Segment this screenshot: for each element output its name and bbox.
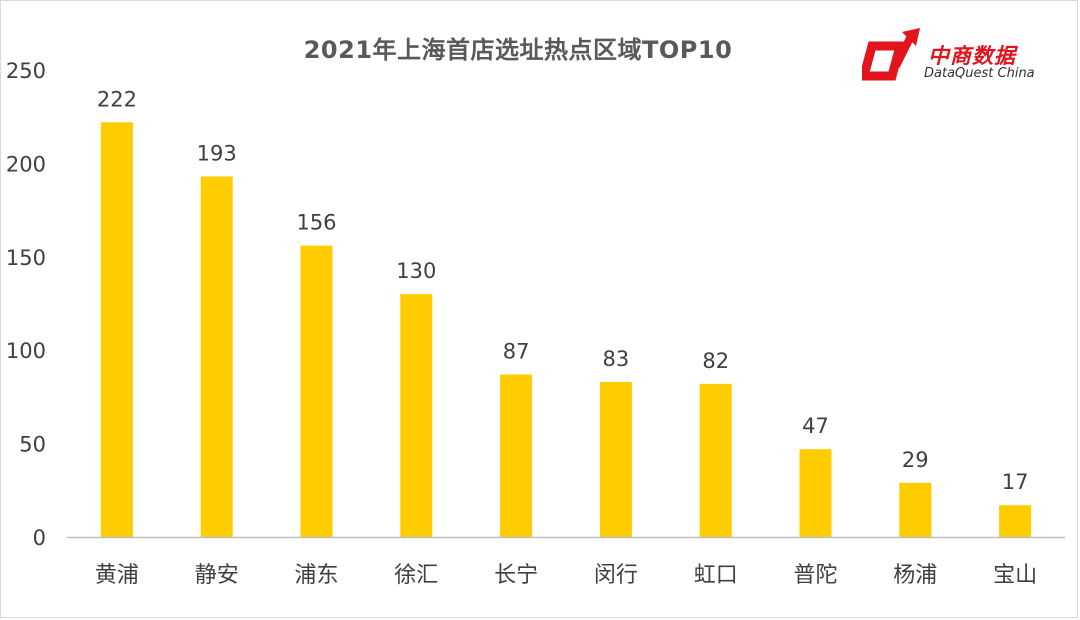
y-tick-label: 100 [6, 339, 46, 363]
x-tick-label: 闵行 [594, 563, 638, 588]
bars [100, 122, 1032, 538]
logo-chinese-name: 中商数据 [928, 44, 1016, 68]
data-label: 156 [296, 211, 336, 235]
bar [300, 245, 333, 538]
bar [400, 294, 433, 537]
y-axis-ticks: 0 50 100 150 200 250 [6, 59, 46, 550]
bar [999, 505, 1032, 537]
data-label: 130 [396, 259, 436, 283]
x-tick-label: 宝山 [993, 563, 1037, 588]
bar [699, 383, 732, 537]
bar [899, 482, 932, 537]
data-label: 29 [902, 448, 929, 472]
logo-english-name: DataQuest China [924, 66, 1035, 81]
data-label: 193 [197, 141, 237, 165]
data-label: 17 [1002, 470, 1029, 494]
bar [100, 122, 133, 537]
y-tick-label: 250 [6, 59, 46, 83]
y-tick-label: 0 [33, 526, 46, 550]
y-tick-label: 150 [6, 246, 46, 270]
value-labels: 222 193 156 130 87 83 82 47 29 17 [97, 87, 1029, 494]
x-tick-label: 虹口 [694, 563, 738, 588]
bar [500, 374, 533, 537]
x-tick-label: 普陀 [793, 563, 837, 588]
x-tick-label: 杨浦 [893, 563, 937, 588]
chart-title: 2021年上海首店选址热点区域TOP10 [303, 36, 733, 64]
data-label: 47 [802, 414, 829, 438]
data-label: 82 [702, 349, 729, 373]
y-tick-label: 200 [6, 152, 46, 176]
x-tick-label: 徐汇 [394, 563, 438, 588]
bar [200, 176, 233, 537]
x-axis-labels: 黄浦 静安 浦东 徐汇 长宁 闵行 虹口 普陀 杨浦 宝山 [95, 563, 1037, 588]
logo-arrow-icon [862, 28, 920, 81]
y-tick-label: 50 [19, 433, 46, 457]
bar [599, 381, 632, 537]
x-tick-label: 黄浦 [95, 563, 139, 588]
x-tick-label: 静安 [195, 563, 239, 588]
bar [799, 449, 832, 537]
x-tick-label: 浦东 [294, 563, 338, 588]
data-label: 87 [503, 339, 530, 363]
x-tick-label: 长宁 [494, 563, 538, 588]
data-label: 222 [97, 87, 137, 111]
data-label: 83 [603, 347, 630, 371]
dataquest-logo: 中商数据 DataQuest China [862, 26, 1062, 84]
